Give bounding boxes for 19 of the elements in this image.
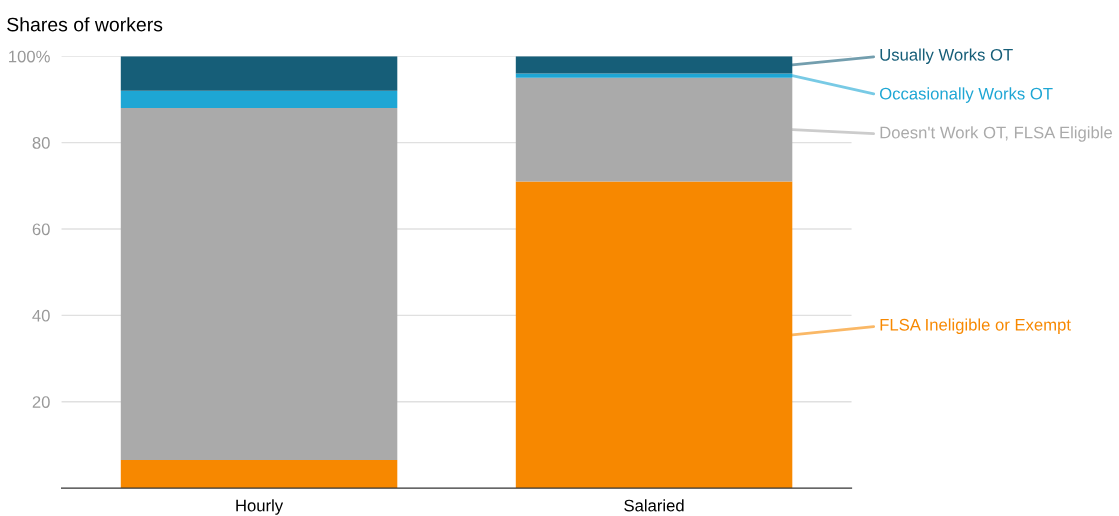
y-tick-label: 40 xyxy=(32,309,50,322)
y-tick-label: 100% xyxy=(9,50,50,63)
y-tick-label: 60 xyxy=(32,223,50,236)
bar xyxy=(120,460,398,489)
bar xyxy=(515,56,793,74)
y-tick-label: 20 xyxy=(32,396,50,408)
chart-title: Shares of workers xyxy=(7,17,163,32)
legend-label: Occasionally Works OT xyxy=(880,87,1053,103)
legend-label: FLSA Ineligible or Exempt xyxy=(880,318,1071,334)
x-tick-label: Hourly xyxy=(236,499,284,515)
legend-label: Usually Works OT xyxy=(880,48,1013,65)
bar xyxy=(515,181,793,489)
x-tick-label: Salaried xyxy=(624,499,684,512)
bar xyxy=(120,90,398,109)
bar xyxy=(515,73,793,78)
bar xyxy=(120,56,398,91)
y-tick-label: 80 xyxy=(32,137,50,149)
bar xyxy=(515,77,793,182)
legend-label: Doesn't Work OT, FLSA Eligible xyxy=(880,126,1112,142)
